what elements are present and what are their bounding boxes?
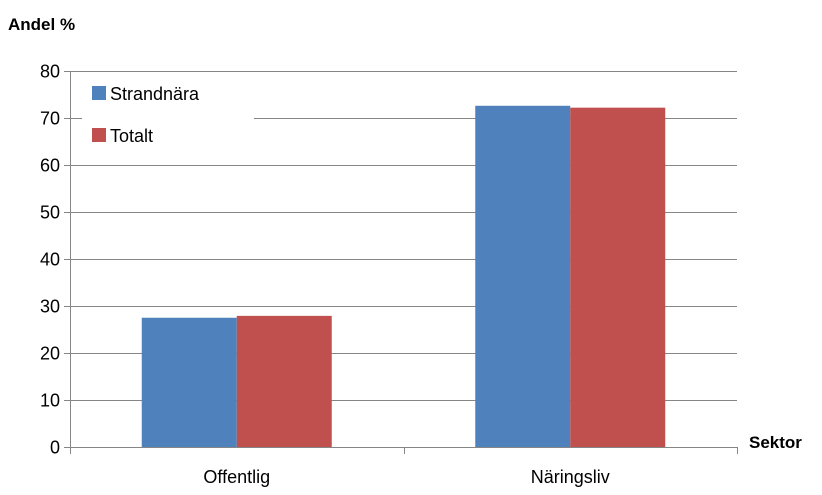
legend-label: Totalt (110, 126, 153, 146)
y-axis-label: Andel % (8, 15, 75, 34)
x-axis-label: Sektor (749, 433, 802, 452)
legend-background (82, 77, 254, 157)
legend: Strandnära Totalt (82, 77, 254, 157)
legend-label: Strandnära (110, 84, 200, 104)
y-tick-label: 70 (40, 109, 60, 129)
x-tick-label: Näringsliv (531, 467, 610, 487)
legend-swatch (92, 128, 106, 142)
bar-totalt-offentlig (236, 315, 332, 447)
bar-strandnära-näringsliv (475, 105, 571, 447)
y-tick-label: 30 (40, 297, 60, 317)
y-tick-label: 40 (40, 250, 60, 270)
x-tick-label: Offentlig (203, 467, 270, 487)
axes: 0 10 20 30 40 50 60 70 80 Offentlig Näringsliv (40, 62, 738, 487)
legend-swatch (92, 86, 106, 100)
bar-totalt-näringsliv (570, 107, 666, 447)
y-tick-label: 20 (40, 344, 60, 364)
y-tick-label: 80 (40, 62, 60, 82)
bar-strandnära-offentlig (141, 317, 237, 447)
y-tick-label: 60 (40, 156, 60, 176)
bars (141, 105, 666, 447)
y-tick-label: 10 (40, 391, 60, 411)
y-tick-label: 0 (50, 438, 60, 458)
y-tick-label: 50 (40, 203, 60, 223)
